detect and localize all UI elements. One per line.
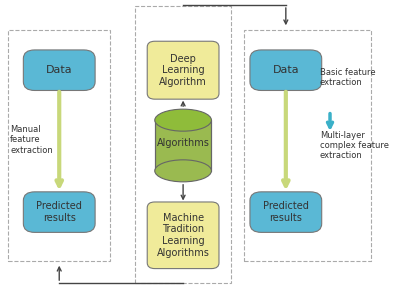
Text: Multi-layer
complex feature
extraction: Multi-layer complex feature extraction — [320, 131, 389, 160]
FancyBboxPatch shape — [23, 192, 95, 233]
Text: Machine
Tradition
Learning
Algorithms: Machine Tradition Learning Algorithms — [157, 213, 210, 258]
FancyBboxPatch shape — [23, 50, 95, 91]
Bar — [135, 6, 231, 283]
Bar — [8, 30, 110, 261]
FancyBboxPatch shape — [250, 192, 322, 233]
FancyBboxPatch shape — [250, 50, 322, 91]
Text: Manual
feature
extraction: Manual feature extraction — [10, 125, 53, 155]
FancyBboxPatch shape — [147, 41, 219, 99]
Bar — [244, 30, 371, 261]
Text: Basic feature
extraction: Basic feature extraction — [320, 68, 376, 87]
Text: Algorithms: Algorithms — [157, 138, 210, 148]
Ellipse shape — [155, 160, 212, 182]
Text: Predicted
results: Predicted results — [263, 201, 309, 223]
Text: Data: Data — [272, 65, 299, 75]
FancyBboxPatch shape — [147, 202, 219, 269]
Text: Deep
Learning
Algorithm: Deep Learning Algorithm — [159, 54, 207, 87]
Ellipse shape — [155, 109, 212, 131]
Text: Predicted
results: Predicted results — [36, 201, 82, 223]
Text: Data: Data — [46, 65, 72, 75]
FancyBboxPatch shape — [155, 120, 212, 171]
